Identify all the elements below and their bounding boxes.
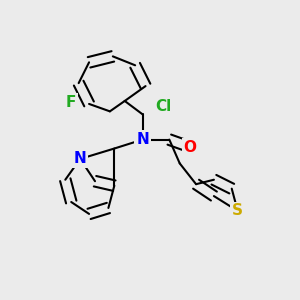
- Text: N: N: [74, 152, 86, 166]
- Text: O: O: [184, 140, 196, 154]
- Text: Cl: Cl: [155, 99, 172, 114]
- Text: S: S: [232, 203, 243, 218]
- Text: N: N: [136, 132, 149, 147]
- Text: F: F: [66, 95, 76, 110]
